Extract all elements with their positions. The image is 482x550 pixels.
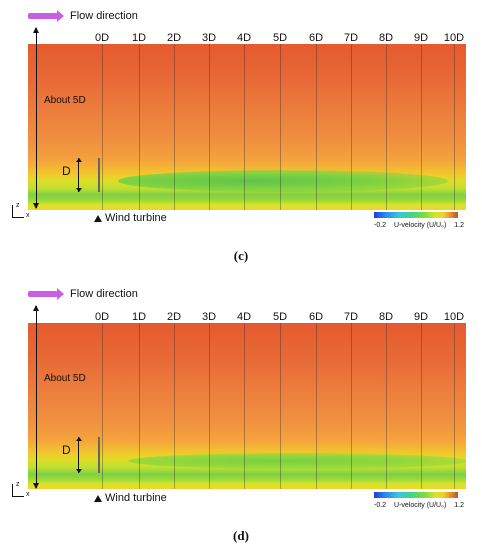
tick-label: 1D (131, 311, 147, 323)
tick-label: 10D (443, 311, 465, 323)
diameter-arrow (75, 158, 82, 192)
grid-line (280, 44, 281, 210)
grid-line (351, 44, 352, 210)
grid-line (139, 44, 140, 210)
flow-direction-indicator: Flow direction (28, 288, 138, 300)
flow-direction-label: Flow direction (70, 10, 138, 22)
tick-label: 4D (236, 32, 252, 44)
up-arrow-icon (94, 214, 102, 222)
grid-line (421, 44, 422, 210)
diameter-arrow (75, 437, 82, 473)
tick-label: 2D (166, 311, 182, 323)
legend-max: 1.2 (454, 502, 464, 509)
grid-line (316, 44, 317, 210)
grid-line (421, 323, 422, 489)
grid-line (351, 323, 352, 489)
height-label: About 5D (44, 373, 86, 384)
grid-line (454, 323, 455, 489)
tick-label: 3D (201, 311, 217, 323)
height-arrow (33, 27, 39, 209)
caption-d: (d) (233, 528, 249, 543)
flow-arrow-icon (28, 288, 64, 300)
tick-label: 6D (308, 32, 324, 44)
legend-title: U-velocity (U/U₀) (394, 222, 447, 229)
legend-colorbar (374, 212, 458, 218)
axis-z-label: z (16, 202, 20, 209)
grid-line (102, 44, 103, 210)
tick-label: 4D (236, 311, 252, 323)
grid-line (174, 323, 175, 489)
coordinate-axes: z x (10, 481, 36, 501)
grid-line (139, 323, 140, 489)
flow-direction-label: Flow direction (70, 288, 138, 300)
tick-label: 5D (272, 311, 288, 323)
grid-line (209, 44, 210, 210)
diameter-label: D (62, 164, 71, 178)
grid-line (174, 44, 175, 210)
coordinate-axes: z x (10, 202, 36, 222)
tick-label: 6D (308, 311, 324, 323)
wake-core (118, 170, 448, 192)
wake-core (128, 453, 466, 469)
wind-turbine-label: Wind turbine (105, 492, 167, 504)
tick-label: 0D (94, 32, 110, 44)
turbine-rotor (98, 158, 100, 192)
tick-label: 3D (201, 32, 217, 44)
wind-turbine-label: Wind turbine (105, 212, 167, 224)
tick-label: 9D (413, 311, 429, 323)
caption-c: (c) (233, 248, 249, 263)
velocity-field-c (28, 44, 466, 210)
tick-label: 10D (443, 32, 465, 44)
velocity-field-d (28, 323, 466, 489)
diameter-label: D (62, 443, 71, 457)
grid-line (244, 323, 245, 489)
tick-label: 5D (272, 32, 288, 44)
legend-min: -0.2 (374, 502, 387, 509)
grid-line (386, 44, 387, 210)
tick-label: 7D (343, 311, 359, 323)
axis-z-label: z (16, 481, 20, 488)
flow-arrow-icon (28, 10, 64, 22)
tick-label: 1D (131, 32, 147, 44)
tick-label: 2D (166, 32, 182, 44)
flow-direction-indicator: Flow direction (28, 10, 138, 22)
wind-turbine-marker: Wind turbine (94, 492, 167, 504)
grid-line (244, 44, 245, 210)
axis-x-label: x (26, 212, 30, 219)
grid-line (102, 323, 103, 489)
legend-min: -0.2 (374, 222, 387, 229)
grid-line (280, 323, 281, 489)
tick-label: 8D (378, 311, 394, 323)
tick-label: 8D (378, 32, 394, 44)
tick-label: 9D (413, 32, 429, 44)
grid-line (386, 323, 387, 489)
tick-label: 7D (343, 32, 359, 44)
wind-turbine-marker: Wind turbine (94, 212, 167, 224)
height-label: About 5D (44, 95, 86, 106)
up-arrow-icon (94, 494, 102, 502)
legend-title: U-velocity (U/U₀) (394, 502, 447, 509)
legend-max: 1.2 (454, 222, 464, 229)
velocity-legend: -0.2 U-velocity (U/U₀) 1.2 (374, 212, 464, 229)
grid-line (209, 323, 210, 489)
grid-line (454, 44, 455, 210)
turbine-rotor (98, 437, 100, 473)
tick-label: 0D (94, 311, 110, 323)
legend-colorbar (374, 492, 458, 498)
height-arrow (33, 305, 39, 489)
axis-x-label: x (26, 491, 30, 498)
grid-line (316, 323, 317, 489)
velocity-legend: -0.2 U-velocity (U/U₀) 1.2 (374, 492, 464, 509)
